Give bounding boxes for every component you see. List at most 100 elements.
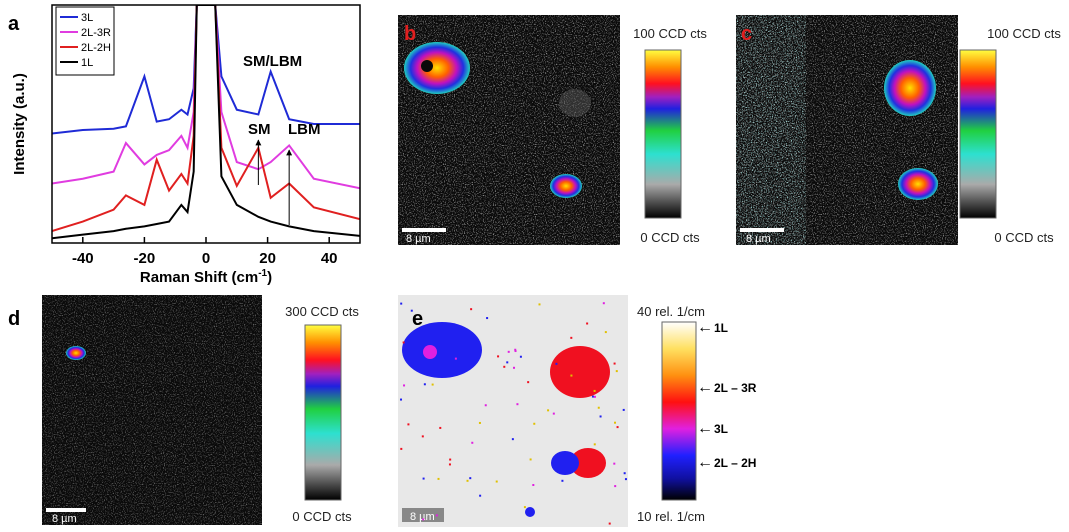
- speck: [613, 462, 616, 465]
- annotation: LBM: [288, 121, 321, 138]
- speck: [471, 441, 474, 444]
- speck: [400, 398, 403, 401]
- colorbar-min: 10 rel. 1/cm: [637, 509, 705, 524]
- speck: [585, 379, 588, 382]
- speck: [400, 302, 403, 305]
- speck: [407, 423, 410, 426]
- x-tick-label: -20: [134, 250, 156, 267]
- flake-3r: [550, 346, 610, 398]
- speck: [495, 480, 498, 483]
- flake: [550, 174, 582, 198]
- legend-box: [55, 6, 115, 76]
- x-axis-label-part: -1: [258, 268, 267, 279]
- map-c: 8 µm c 100 CCD cts 0 CCD cts: [736, 15, 1061, 245]
- speck: [570, 374, 573, 377]
- speck: [616, 426, 619, 429]
- speck: [614, 485, 617, 488]
- x-tick-label: 40: [321, 250, 338, 267]
- speck: [410, 309, 413, 312]
- speck: [439, 426, 442, 429]
- legend-label: 2L-2H: [81, 42, 111, 54]
- legend-label: 2L-3R: [81, 27, 111, 39]
- colorbar: [644, 49, 682, 219]
- speck: [486, 317, 489, 320]
- annotation: SM: [248, 121, 271, 138]
- speck: [586, 322, 589, 325]
- colorbar: [661, 321, 697, 501]
- annotation: SM/LBM: [243, 53, 302, 70]
- speck: [570, 336, 573, 339]
- legend-label: 1L: [81, 57, 93, 69]
- speck: [437, 477, 440, 480]
- speck: [552, 412, 555, 415]
- speck: [466, 479, 469, 482]
- speck: [597, 406, 600, 409]
- phase-marker: 1L: [714, 321, 728, 335]
- speck: [593, 443, 596, 446]
- x-tick-label: 0: [202, 250, 210, 267]
- speck: [593, 395, 596, 398]
- scale-bar: [46, 508, 86, 512]
- flake: [884, 60, 936, 116]
- speck: [615, 370, 618, 373]
- x-axis-label: Raman Shift (cm-1): [140, 268, 272, 286]
- speck: [507, 350, 510, 353]
- plot-lines: [52, 5, 360, 240]
- speck: [479, 494, 482, 497]
- speck: [613, 362, 616, 365]
- speck: [516, 403, 519, 406]
- scale-bar: [402, 228, 446, 232]
- speck: [555, 362, 558, 365]
- phase-markers: ← 1L← 2L – 3R← 3L← 2L – 2H: [697, 319, 757, 471]
- map-noise: [42, 295, 262, 525]
- scale-bar-label: 8 µm: [52, 513, 77, 525]
- scale-bar-label: 8 µm: [746, 233, 771, 245]
- speck: [623, 472, 626, 475]
- speck: [454, 357, 457, 360]
- colorbar-max: 40 rel. 1/cm: [637, 304, 705, 319]
- speck: [622, 408, 625, 411]
- scale-bar-label: 8 µm: [410, 511, 435, 523]
- scale-bar: [740, 228, 784, 232]
- panel-label: c: [741, 23, 752, 45]
- speck: [402, 341, 405, 344]
- colorbar-max: 100 CCD cts: [633, 26, 707, 41]
- speck: [561, 479, 564, 482]
- flake-faint: [559, 89, 591, 117]
- speck: [604, 331, 607, 334]
- speck: [624, 478, 627, 481]
- phase-arrow: ←: [697, 379, 713, 396]
- colorbar-min: 0 CCD cts: [994, 230, 1054, 245]
- speck: [538, 303, 541, 306]
- x-tick-label: 20: [259, 250, 276, 267]
- legend: 3L 2L-3R 2L-2H 1L: [55, 6, 115, 76]
- colorbar-max: 100 CCD cts: [987, 26, 1061, 41]
- phase-arrow: ←: [697, 420, 713, 437]
- map-substrate: [736, 15, 806, 245]
- flake-2h: [402, 322, 482, 378]
- phase-marker: 2L – 3R: [714, 381, 757, 395]
- phase-marker: 2L – 2H: [714, 456, 756, 470]
- panel-label: e: [412, 308, 423, 330]
- panel-label: a: [8, 13, 20, 35]
- colorbar-min: 0 CCD cts: [640, 230, 700, 245]
- speck: [422, 477, 425, 480]
- scale-bar: [402, 508, 444, 522]
- y-axis-label: Intensity (a.u.): [11, 73, 28, 175]
- colorbar: [959, 49, 997, 219]
- speck: [506, 361, 509, 364]
- scale-bar-label: 8 µm: [406, 233, 431, 245]
- speck: [435, 514, 438, 517]
- speck: [514, 350, 517, 353]
- speck: [484, 404, 487, 407]
- speck: [423, 383, 426, 386]
- flake: [898, 168, 938, 200]
- x-tick-label: -40: [72, 250, 94, 267]
- legend-label: 3L: [81, 12, 93, 24]
- speck: [478, 421, 481, 424]
- speck: [403, 384, 406, 387]
- x-axis-label-part: Raman Shift (cm: [140, 269, 258, 286]
- colorbar-max: 300 CCD cts: [285, 304, 359, 319]
- speck: [470, 308, 473, 311]
